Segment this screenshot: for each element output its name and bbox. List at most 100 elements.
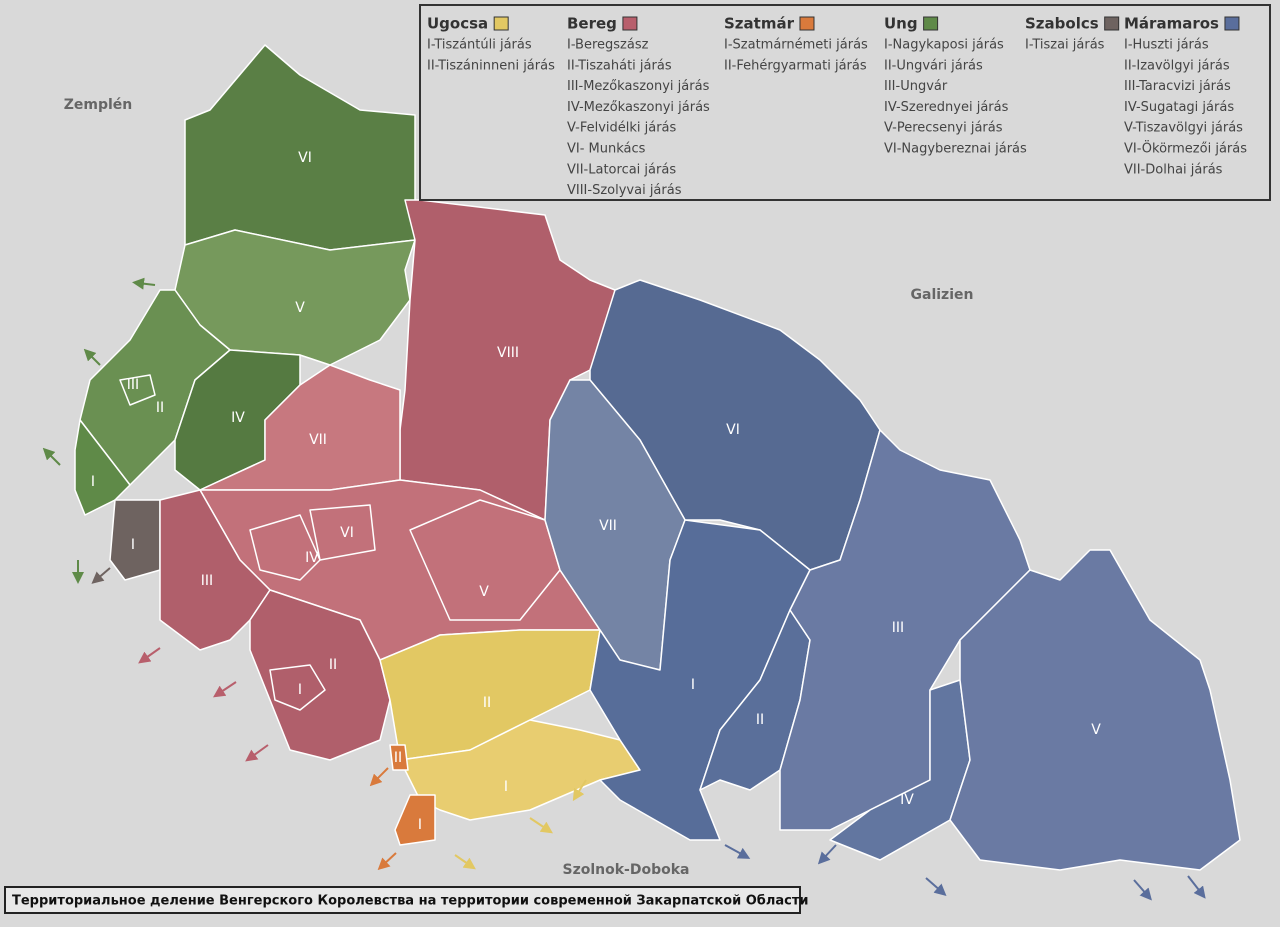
legend-swatch [493, 16, 509, 31]
region-label: IV [900, 792, 914, 808]
legend-item: I-Huszti járás [1124, 38, 1209, 53]
region-label: VI [340, 525, 354, 541]
legend-item: II-Fehérgyarmati járás [724, 58, 867, 73]
region [119, 374, 156, 406]
legend-item: IV-Szerednyei járás [884, 100, 1009, 115]
legend-item: VI-Ökörmezői járás [1124, 140, 1247, 157]
legend: Ugocsa I-Tiszántúli járás II-Tiszáninneni … [419, 4, 1271, 201]
region-label: III [892, 620, 904, 636]
region [309, 504, 376, 561]
arrow [369, 767, 389, 787]
legend-header: Ugocsa [427, 15, 488, 33]
region-label: VII [599, 518, 617, 534]
region-label: VI [726, 422, 740, 438]
legend-item: VIII-Szolyvai járás [567, 183, 682, 198]
legend-item: VII-Dolhai járás [1124, 162, 1223, 177]
region [379, 629, 601, 761]
neighbor-label: Galizien [911, 287, 974, 303]
legend-swatch [1224, 16, 1240, 31]
region-label: VI [298, 150, 312, 166]
arrow [213, 681, 237, 698]
legend-item: III-Taracvizi járás [1124, 79, 1231, 94]
region [399, 199, 616, 521]
region-label: VIII [497, 345, 519, 361]
region-label: IV [231, 410, 245, 426]
arrow [1133, 879, 1152, 901]
arrow [42, 447, 61, 466]
region-label: III [127, 377, 139, 393]
legend-item: I-Nagykaposi járás [884, 38, 1004, 53]
caption-box [4, 886, 801, 914]
region [949, 549, 1241, 871]
region [269, 664, 326, 711]
legend-item: VI- Munkács [567, 142, 646, 157]
legend-item: I-Szatmárnémeti járás [724, 38, 868, 53]
arrow [83, 348, 101, 366]
region-label: I [418, 817, 422, 833]
legend-item: I-Tiszántúli járás [427, 38, 532, 53]
arrow [724, 844, 751, 859]
region [394, 794, 436, 846]
legend-item: V-Perecsenyi járás [884, 121, 1003, 136]
region-label: VII [309, 432, 327, 448]
arrow [377, 852, 397, 871]
legend-swatch [799, 16, 815, 31]
region [249, 514, 321, 581]
legend-item: I-Tiszai járás [1025, 38, 1105, 53]
legend-header: Szatmár [724, 15, 795, 33]
legend-swatch [923, 16, 939, 31]
region-label: I [691, 677, 695, 693]
arrow [91, 567, 111, 584]
caption: Территориальное деление Венгерского Коро… [12, 894, 809, 909]
legend-item: V-Tiszavölgyi járás [1124, 121, 1243, 136]
legend-header: Ung [884, 15, 918, 33]
legend-item: VII-Latorcai járás [567, 162, 676, 177]
region-label: III [201, 573, 213, 589]
arrow [138, 647, 161, 664]
legend-item: II-Ungvári járás [884, 58, 983, 73]
legend-box [419, 4, 1271, 201]
legend-item: I-Beregszász [567, 38, 649, 53]
region [184, 44, 416, 251]
region-label: I [504, 779, 508, 795]
region-label: V [479, 584, 489, 600]
legend-item: II-Tiszáninneni járás [427, 58, 555, 73]
legend-item: IV-Mezőkaszonyi járás [567, 100, 710, 115]
region-label: II [329, 657, 337, 673]
region-label: I [131, 537, 135, 553]
legend-item: II-Tiszaháti járás [567, 58, 672, 73]
region-label: II [394, 750, 402, 766]
region [389, 744, 409, 771]
map-regions [74, 44, 1241, 871]
legend-header: Szabolcs [1025, 15, 1099, 33]
arrow [132, 277, 156, 290]
neighbor-label: Szolnok-Doboka [563, 862, 690, 878]
region [109, 499, 161, 581]
legend-item: V-Felvidélki járás [567, 121, 677, 136]
region-label: I [298, 682, 302, 698]
legend-swatch [1104, 16, 1120, 31]
arrow [454, 854, 476, 870]
legend-item: VI-Nagybereznai járás [884, 142, 1027, 157]
arrow [529, 817, 553, 834]
arrow [925, 877, 947, 896]
neighbor-label: Zemplén [64, 97, 133, 113]
region [159, 489, 271, 651]
legend-header: Bereg [567, 15, 617, 33]
region-label: II [483, 695, 491, 711]
arrow [572, 779, 587, 802]
region-label: V [295, 300, 305, 316]
region-label: II [756, 712, 764, 728]
arrow [817, 844, 837, 865]
legend-swatch [622, 16, 638, 31]
region-label: V [1091, 722, 1101, 738]
region [249, 589, 391, 761]
region [74, 419, 131, 516]
legend-header: Máramaros [1124, 15, 1219, 33]
arrow [1187, 875, 1206, 899]
region-label: I [91, 474, 95, 490]
region-label: IV [305, 550, 319, 566]
legend-item: III-Ungvár [884, 79, 948, 94]
region-label: II [156, 400, 164, 416]
